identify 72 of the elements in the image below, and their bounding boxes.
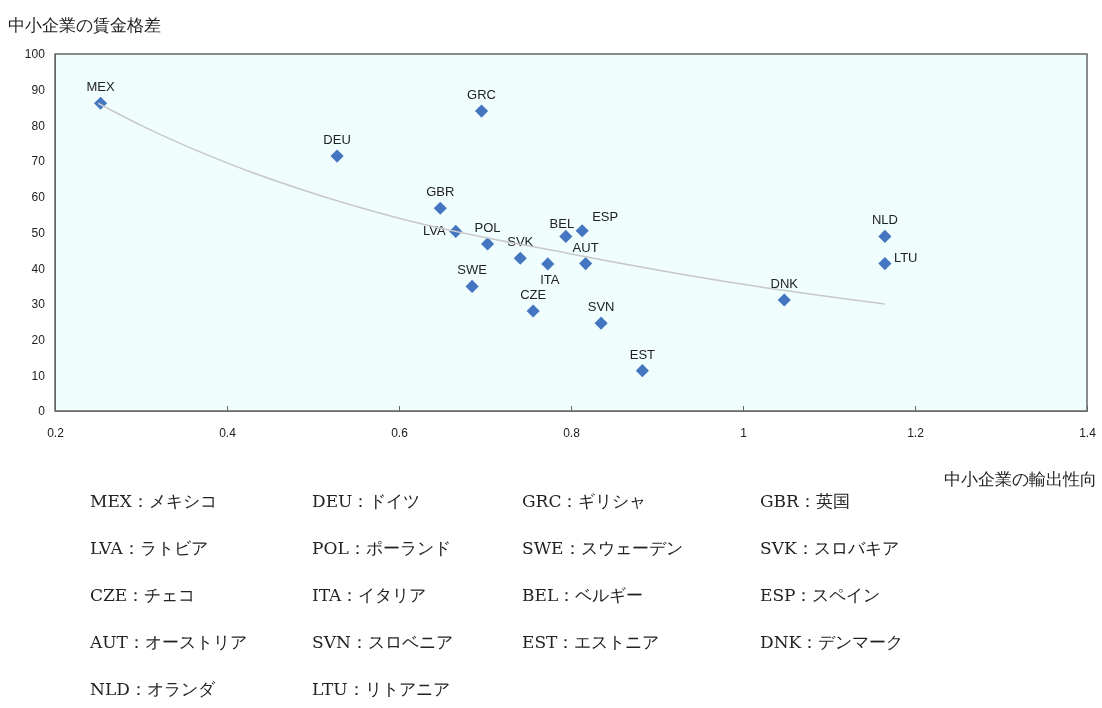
text: MEX：メキシコ	[90, 491, 217, 511]
text: LTU：リトアニア	[312, 679, 450, 699]
y-axis-title: 中小企業の賃金格差	[8, 15, 161, 35]
y-tick-label: 70	[31, 154, 46, 169]
data-label: EST	[629, 346, 656, 362]
point	[433, 201, 447, 215]
data-label: SWE	[457, 262, 488, 278]
data-label: GRC	[467, 87, 497, 103]
text: SVN：スロベニア	[312, 632, 453, 652]
text: DNK：デンマーク	[760, 632, 904, 652]
text: POL：ポーランド	[312, 538, 451, 558]
text: EST：エストニア	[522, 632, 660, 652]
point	[579, 256, 593, 271]
y-tick-label: 0	[38, 404, 46, 419]
y-tick-label: 30	[31, 297, 46, 312]
y-tick-label: 20	[31, 332, 46, 347]
y-tick-label: 40	[31, 261, 46, 276]
y-tick-label: 10	[31, 368, 46, 383]
point	[878, 229, 892, 243]
text: SVK：スロバキア	[760, 538, 899, 558]
text: SWE：スウェーデン	[522, 538, 683, 558]
x-tick-label: 0.6	[391, 426, 409, 440]
text: CZE：チェコ	[90, 585, 196, 605]
point	[594, 316, 608, 330]
x-tick-label: 1.2	[907, 426, 925, 440]
data-label: POL	[474, 219, 501, 235]
text: ITA：イタリア	[312, 585, 427, 605]
point	[559, 229, 573, 243]
data-label: AUT	[572, 239, 599, 255]
data-label: CZE	[520, 287, 547, 303]
y-tick-label: 90	[31, 83, 46, 98]
x-axis-title: 中小企業の輸出性向	[944, 469, 1097, 489]
text: NLD：オランダ	[90, 679, 216, 699]
x-tick-label: 0.8	[563, 426, 581, 440]
x-tick-label: 1.4	[1079, 426, 1097, 440]
point	[635, 364, 649, 378]
x-tick-label: 0.4	[219, 426, 237, 440]
y-tick-label: 60	[31, 190, 46, 205]
point	[474, 104, 489, 118]
text: ESP：スペイン	[760, 585, 881, 605]
data-label: DNK	[770, 275, 799, 291]
point	[513, 251, 527, 265]
data-label: SVK	[507, 234, 534, 250]
point	[878, 256, 892, 271]
text: AUT：オーストリア	[89, 632, 247, 652]
point	[575, 224, 589, 238]
text: BEL：ベルギー	[522, 585, 644, 605]
data-label: LVA	[423, 223, 447, 239]
text: GBR：英国	[760, 491, 850, 511]
point	[465, 279, 479, 293]
point	[481, 237, 495, 251]
point	[541, 257, 555, 271]
data-label: LTU	[893, 249, 918, 265]
data-label: GBR	[426, 184, 455, 200]
data-label: ESP	[592, 208, 619, 224]
data-label: NLD	[871, 212, 898, 228]
data-label: DEU	[323, 132, 351, 148]
data-label: ITA	[540, 271, 560, 287]
text: GRC：ギリシャ	[522, 491, 647, 511]
data-label: BEL	[549, 216, 575, 232]
y-tick-label: 100	[24, 47, 46, 62]
data-label: SVN	[587, 299, 615, 315]
point	[330, 149, 344, 163]
text: LVA：ラトビア	[90, 538, 208, 558]
data-label: MEX	[86, 79, 115, 95]
point	[526, 304, 540, 318]
x-tick-label: 1	[740, 426, 748, 440]
x-tick-label: 0.2	[47, 426, 65, 440]
text: DEU：ドイツ	[312, 491, 421, 511]
point	[777, 293, 791, 307]
y-tick-label: 50	[31, 225, 46, 240]
y-tick-label: 80	[31, 118, 46, 133]
